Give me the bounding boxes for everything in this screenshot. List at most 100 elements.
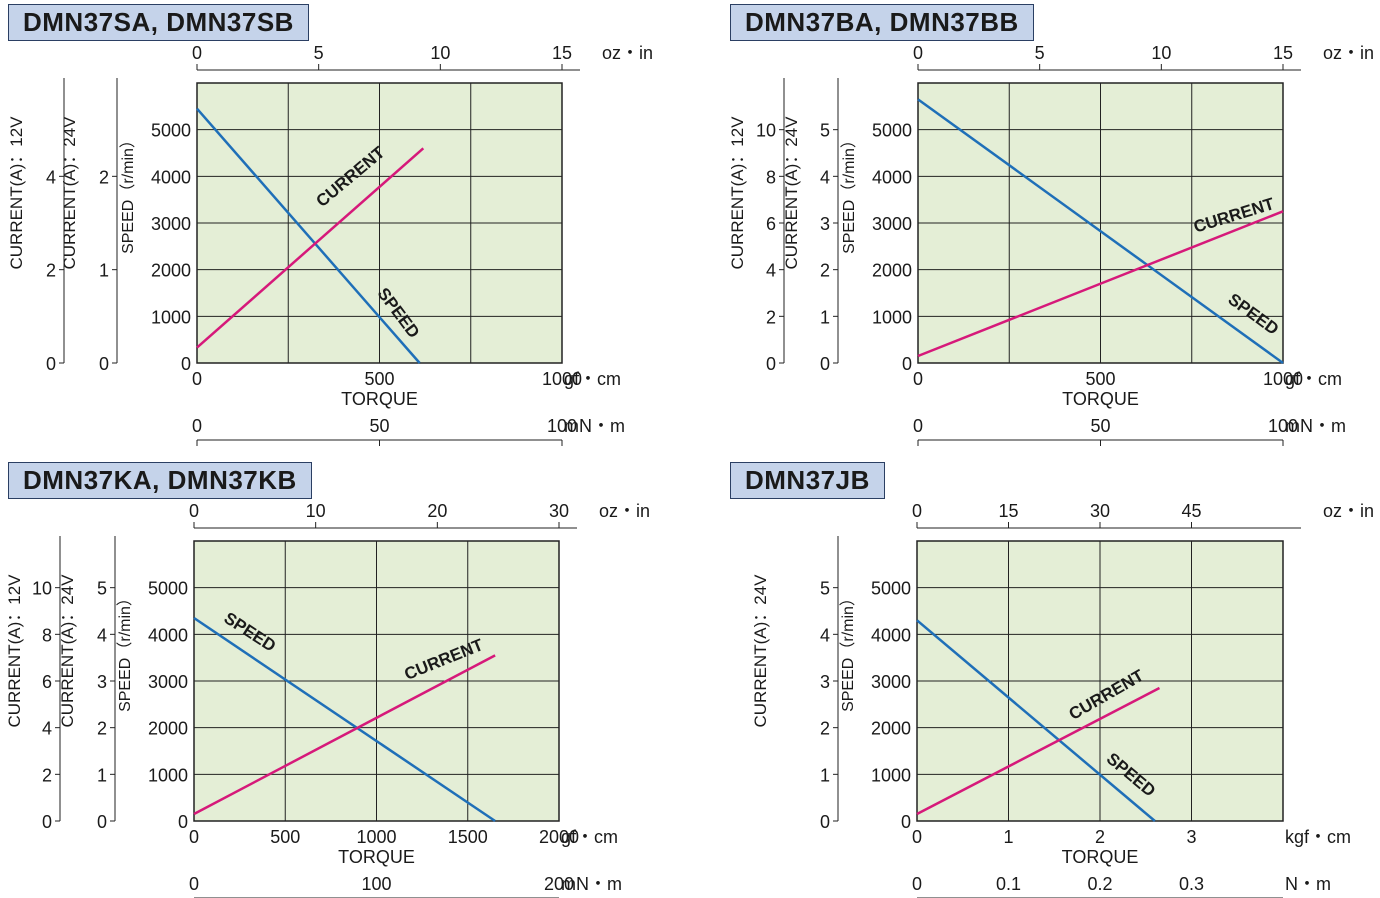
c4-bottom-axis-tick-label: 0.2 <box>1087 874 1112 894</box>
c3-speed-tick-label: 1000 <box>148 765 188 785</box>
c4-current-tick-label: 1 <box>820 765 830 785</box>
c4-x-tick-label: 3 <box>1186 827 1196 847</box>
c4-current-tick-label: 3 <box>820 672 830 692</box>
c3-current-tick-label: 8 <box>42 625 52 645</box>
c1-current-tick-label: 0 <box>46 354 56 374</box>
chart-title-3: DMN37KA, DMN37KB <box>8 462 312 499</box>
c4-top-axis-tick-label: 0 <box>912 501 922 521</box>
c2-current-tick-label: 3 <box>820 214 830 234</box>
c1-current-axis-label-2: CURRENT(A)：12V <box>7 116 26 270</box>
c1-top-axis-tick-label: 15 <box>552 43 572 63</box>
c3-top-axis-unit: oz・in <box>599 501 650 521</box>
c3-x-tick-label: 1000 <box>356 827 396 847</box>
c2-current-tick-label: 4 <box>766 261 776 281</box>
chart-title-2: DMN37BA, DMN37BB <box>730 4 1034 41</box>
c3-bottom-axis-tick-label: 200 <box>544 874 574 894</box>
c4-bottom-axis-tick-label: 0 <box>912 874 922 894</box>
c2-bottom-axis-tick-label: 100 <box>1268 416 1298 436</box>
c2-current-tick-label: 4 <box>820 167 830 187</box>
c1-speed-tick-label: 4000 <box>151 167 191 187</box>
c1-speed-tick-label: 5000 <box>151 121 191 141</box>
c3-speed-tick-label: 2000 <box>148 719 188 739</box>
c3-current-tick-label: 5 <box>97 579 107 599</box>
c4-top-axis-tick-label: 45 <box>1181 501 1201 521</box>
c2-top-axis-tick-label: 15 <box>1273 43 1293 63</box>
c1-speed-tick-label: 1000 <box>151 307 191 327</box>
c3-current-tick-label: 0 <box>42 812 52 832</box>
c2-bottom-axis-unit: mN・m <box>1285 416 1346 436</box>
c3-current-tick-label: 1 <box>97 765 107 785</box>
c1-x-unit-label: gf・cm <box>564 369 621 389</box>
c3-speed-tick-label: 4000 <box>148 625 188 645</box>
c1-x-tick-label: 1000 <box>542 369 582 389</box>
c3-series-current-line <box>193 654 496 816</box>
c3-x-tick-label: 0 <box>189 827 199 847</box>
c2-series-speed-line <box>917 98 1284 365</box>
c1-x-tick-label: 0 <box>192 369 202 389</box>
c4-top-axis-tick-label: 15 <box>998 501 1018 521</box>
c3-current-tick-label: 0 <box>97 812 107 832</box>
c2-bottom-axis-tick-label: 0 <box>913 416 923 436</box>
c4-speed-tick-label: 4000 <box>871 625 911 645</box>
c3-top-axis-tick-label: 20 <box>427 501 447 521</box>
c4-current-tick-label: 0 <box>820 812 830 832</box>
c4-speed-tick-label: 3000 <box>871 672 911 692</box>
c2-current-tick-label: 0 <box>820 354 830 374</box>
c4-speed-tick-label: 5000 <box>871 579 911 599</box>
c2-speed-tick-label: 2000 <box>872 261 912 281</box>
c3-x-tick-label: 2000 <box>539 827 579 847</box>
c4-x-unit-label: kgf・cm <box>1285 827 1351 847</box>
c2-speed-tick-label: 0 <box>902 354 912 374</box>
c3-speed-tick-label: 3000 <box>148 672 188 692</box>
c1-bottom-axis-tick-label: 50 <box>369 416 389 436</box>
c1-speed-axis-label: SPEED（r/min） <box>119 132 137 254</box>
c4-x-axis-label: TORQUE <box>1062 847 1139 867</box>
c1-current-tick-label: 1 <box>99 261 109 281</box>
c3-current-tick-label: 4 <box>42 719 52 739</box>
c2-current-tick-label: 0 <box>766 354 776 374</box>
c1-x-tick-label: 500 <box>364 369 394 389</box>
c4-bottom-axis-unit: N・m <box>1285 874 1331 894</box>
c2-current-tick-label: 6 <box>766 214 776 234</box>
c2-current-tick-label: 2 <box>820 261 830 281</box>
c3-speed-axis-label: SPEED（r/min） <box>116 590 134 712</box>
c2-speed-tick-label: 1000 <box>872 307 912 327</box>
c1-current-axis-label-1: CURRENT(A)：24V <box>60 116 79 270</box>
c2-top-axis-unit: oz・in <box>1323 43 1374 63</box>
c1-speed-tick-label: 3000 <box>151 214 191 234</box>
c3-current-tick-label: 2 <box>42 765 52 785</box>
c4-x-tick-label: 1 <box>1003 827 1013 847</box>
c3-current-tick-label: 10 <box>32 579 52 599</box>
c4-speed-axis-label: SPEED（r/min） <box>839 590 857 712</box>
c2-current-tick-label: 1 <box>820 307 830 327</box>
c4-speed-tick-label: 2000 <box>871 719 911 739</box>
c4-top-axis-unit: oz・in <box>1323 501 1374 521</box>
c2-x-axis-label: TORQUE <box>1062 389 1139 409</box>
c3-current-tick-label: 3 <box>97 672 107 692</box>
c1-bottom-axis-tick-label: 0 <box>192 416 202 436</box>
c2-current-axis-label-2: CURRENT(A)：12V <box>728 116 747 270</box>
c2-top-axis-tick-label: 10 <box>1151 43 1171 63</box>
c3-x-axis-label: TORQUE <box>338 847 415 867</box>
c3-current-axis-label-1: CURRENT(A)：24V <box>58 574 77 728</box>
c2-current-tick-label: 8 <box>766 167 776 187</box>
c3-top-axis-tick-label: 10 <box>306 501 326 521</box>
c2-current-tick-label: 2 <box>766 307 776 327</box>
chart-title-1: DMN37SA, DMN37SB <box>8 4 309 41</box>
c1-series-current-line <box>196 147 425 349</box>
c4-bottom-axis-tick-label: 0.1 <box>996 874 1021 894</box>
c3-bottom-axis-tick-label: 100 <box>361 874 391 894</box>
c4-speed-tick-label: 1000 <box>871 765 911 785</box>
c3-series-speed-line <box>193 616 496 823</box>
c1-top-axis-unit: oz・in <box>602 43 653 63</box>
c2-x-tick-label: 1000 <box>1263 369 1303 389</box>
c2-speed-tick-label: 3000 <box>872 214 912 234</box>
c2-current-tick-label: 5 <box>820 121 830 141</box>
c3-x-unit-label: gf・cm <box>561 827 618 847</box>
c2-speed-tick-label: 4000 <box>872 167 912 187</box>
c3-current-tick-label: 6 <box>42 672 52 692</box>
c2-current-tick-label: 10 <box>756 121 776 141</box>
c2-current-axis-label-1: CURRENT(A)：24V <box>782 116 801 270</box>
c3-top-axis-tick-label: 0 <box>189 501 199 521</box>
c4-current-axis-label-1: CURRENT(A)：24V <box>751 574 770 728</box>
